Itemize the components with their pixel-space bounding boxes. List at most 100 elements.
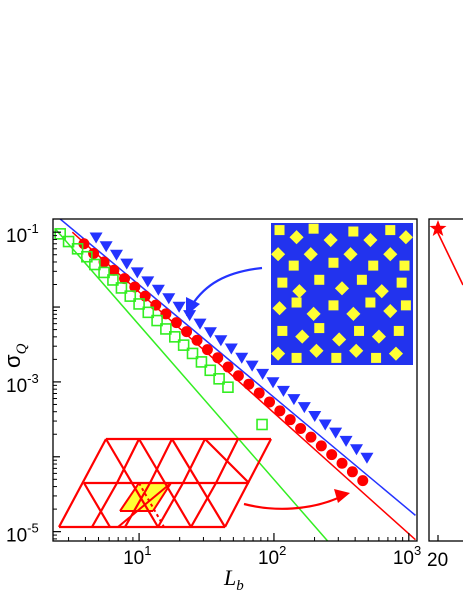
data-point <box>88 247 100 259</box>
lattice-inset <box>58 437 272 529</box>
data-point <box>89 258 101 271</box>
tiling-tile <box>274 225 285 236</box>
tiling-tile <box>343 247 358 262</box>
x-tick-label: 102 <box>258 543 286 569</box>
data-point <box>297 402 311 414</box>
data-point <box>71 242 84 255</box>
data-point <box>235 352 249 364</box>
data-point <box>133 298 145 310</box>
main-plot-frame <box>52 218 418 542</box>
data-point <box>318 419 332 431</box>
tiling-tile <box>295 329 310 344</box>
data-point <box>162 293 176 305</box>
tiling-tile <box>368 260 379 271</box>
tiling-tile <box>371 352 382 363</box>
tiling-tile <box>328 257 339 268</box>
data-point <box>191 334 203 346</box>
y-tick-label: 10-1 <box>6 221 39 247</box>
tiling-tile <box>365 297 376 308</box>
data-point <box>151 284 165 296</box>
data-point <box>357 475 369 487</box>
tiling-tile <box>356 274 367 285</box>
tiling-tile <box>314 274 325 285</box>
data-point <box>139 290 151 302</box>
data-point <box>274 405 286 417</box>
data-point <box>109 249 123 261</box>
data-point <box>213 373 225 385</box>
tiling-tile <box>271 346 286 361</box>
data-point <box>295 422 307 434</box>
tiling-tile <box>334 281 350 296</box>
data-point <box>222 381 234 393</box>
tiling-inset <box>271 223 413 365</box>
data-point <box>222 361 234 373</box>
data-point <box>214 335 228 347</box>
data-point <box>170 317 182 329</box>
data-point <box>232 370 244 382</box>
data-point <box>203 327 217 339</box>
data-point <box>130 267 144 279</box>
tiling-tile <box>323 232 338 248</box>
tiling-tile <box>291 352 302 363</box>
data-point <box>256 418 268 431</box>
tiling-tile <box>314 323 325 334</box>
data-point <box>224 343 238 355</box>
tiling-tile <box>303 247 318 262</box>
tiling-tile <box>388 346 404 361</box>
data-point <box>99 241 113 253</box>
tiling-tile <box>291 297 302 308</box>
plot-content <box>54 219 416 541</box>
data-point <box>201 344 213 356</box>
tiling-tile <box>398 230 413 245</box>
data-point <box>78 238 90 250</box>
data-point <box>142 306 155 319</box>
tiling-tile <box>371 329 386 344</box>
series-triangle-down <box>59 219 416 516</box>
tiling-tile <box>348 226 359 237</box>
unit-cell-rhombus <box>120 483 171 511</box>
data-point <box>193 318 207 330</box>
second-x-tick-label: 20 <box>427 550 448 571</box>
data-point <box>339 435 353 447</box>
data-point <box>360 452 374 464</box>
data-point <box>98 256 110 268</box>
data-point <box>124 290 137 302</box>
data-point <box>245 360 259 372</box>
tiling-tile <box>271 247 286 262</box>
data-point <box>266 377 280 389</box>
data-point <box>195 356 208 368</box>
tiling-tile <box>277 325 288 336</box>
tiling-tile <box>308 223 319 234</box>
tiling-tile <box>374 284 389 299</box>
tiling-yellow-tiles <box>271 223 413 363</box>
data-point <box>287 394 301 406</box>
data-point <box>243 378 255 390</box>
tiling-tile <box>349 343 364 358</box>
data-point <box>305 431 317 443</box>
tiling-tile <box>292 284 307 299</box>
axis-ticks: 101 102 103 10-1 10-3 10-5 <box>6 221 421 569</box>
tiling-tile <box>328 300 339 311</box>
x-tick-label: 103 <box>393 543 421 569</box>
tiling-tile <box>306 306 321 321</box>
y-tick-label: 10-3 <box>6 371 39 397</box>
tiling-tile <box>400 300 411 311</box>
tiling-tile <box>272 301 287 316</box>
main-plot: 101 102 103 10-1 10-3 10-5 <box>0 218 421 594</box>
tiling-tile <box>277 277 288 288</box>
tiling-tile <box>309 343 324 358</box>
data-point <box>108 264 120 276</box>
y-tick-label: 10-5 <box>6 521 39 547</box>
data-point <box>151 314 163 327</box>
second-plot-frame <box>428 218 463 542</box>
data-point <box>350 444 364 456</box>
data-point <box>276 385 290 397</box>
fit-line <box>59 219 416 516</box>
data-point <box>186 347 199 360</box>
data-point <box>107 274 119 286</box>
tiling-tile <box>385 225 396 236</box>
data-point <box>284 414 296 426</box>
second-series-star <box>429 220 447 236</box>
data-point <box>120 258 134 270</box>
